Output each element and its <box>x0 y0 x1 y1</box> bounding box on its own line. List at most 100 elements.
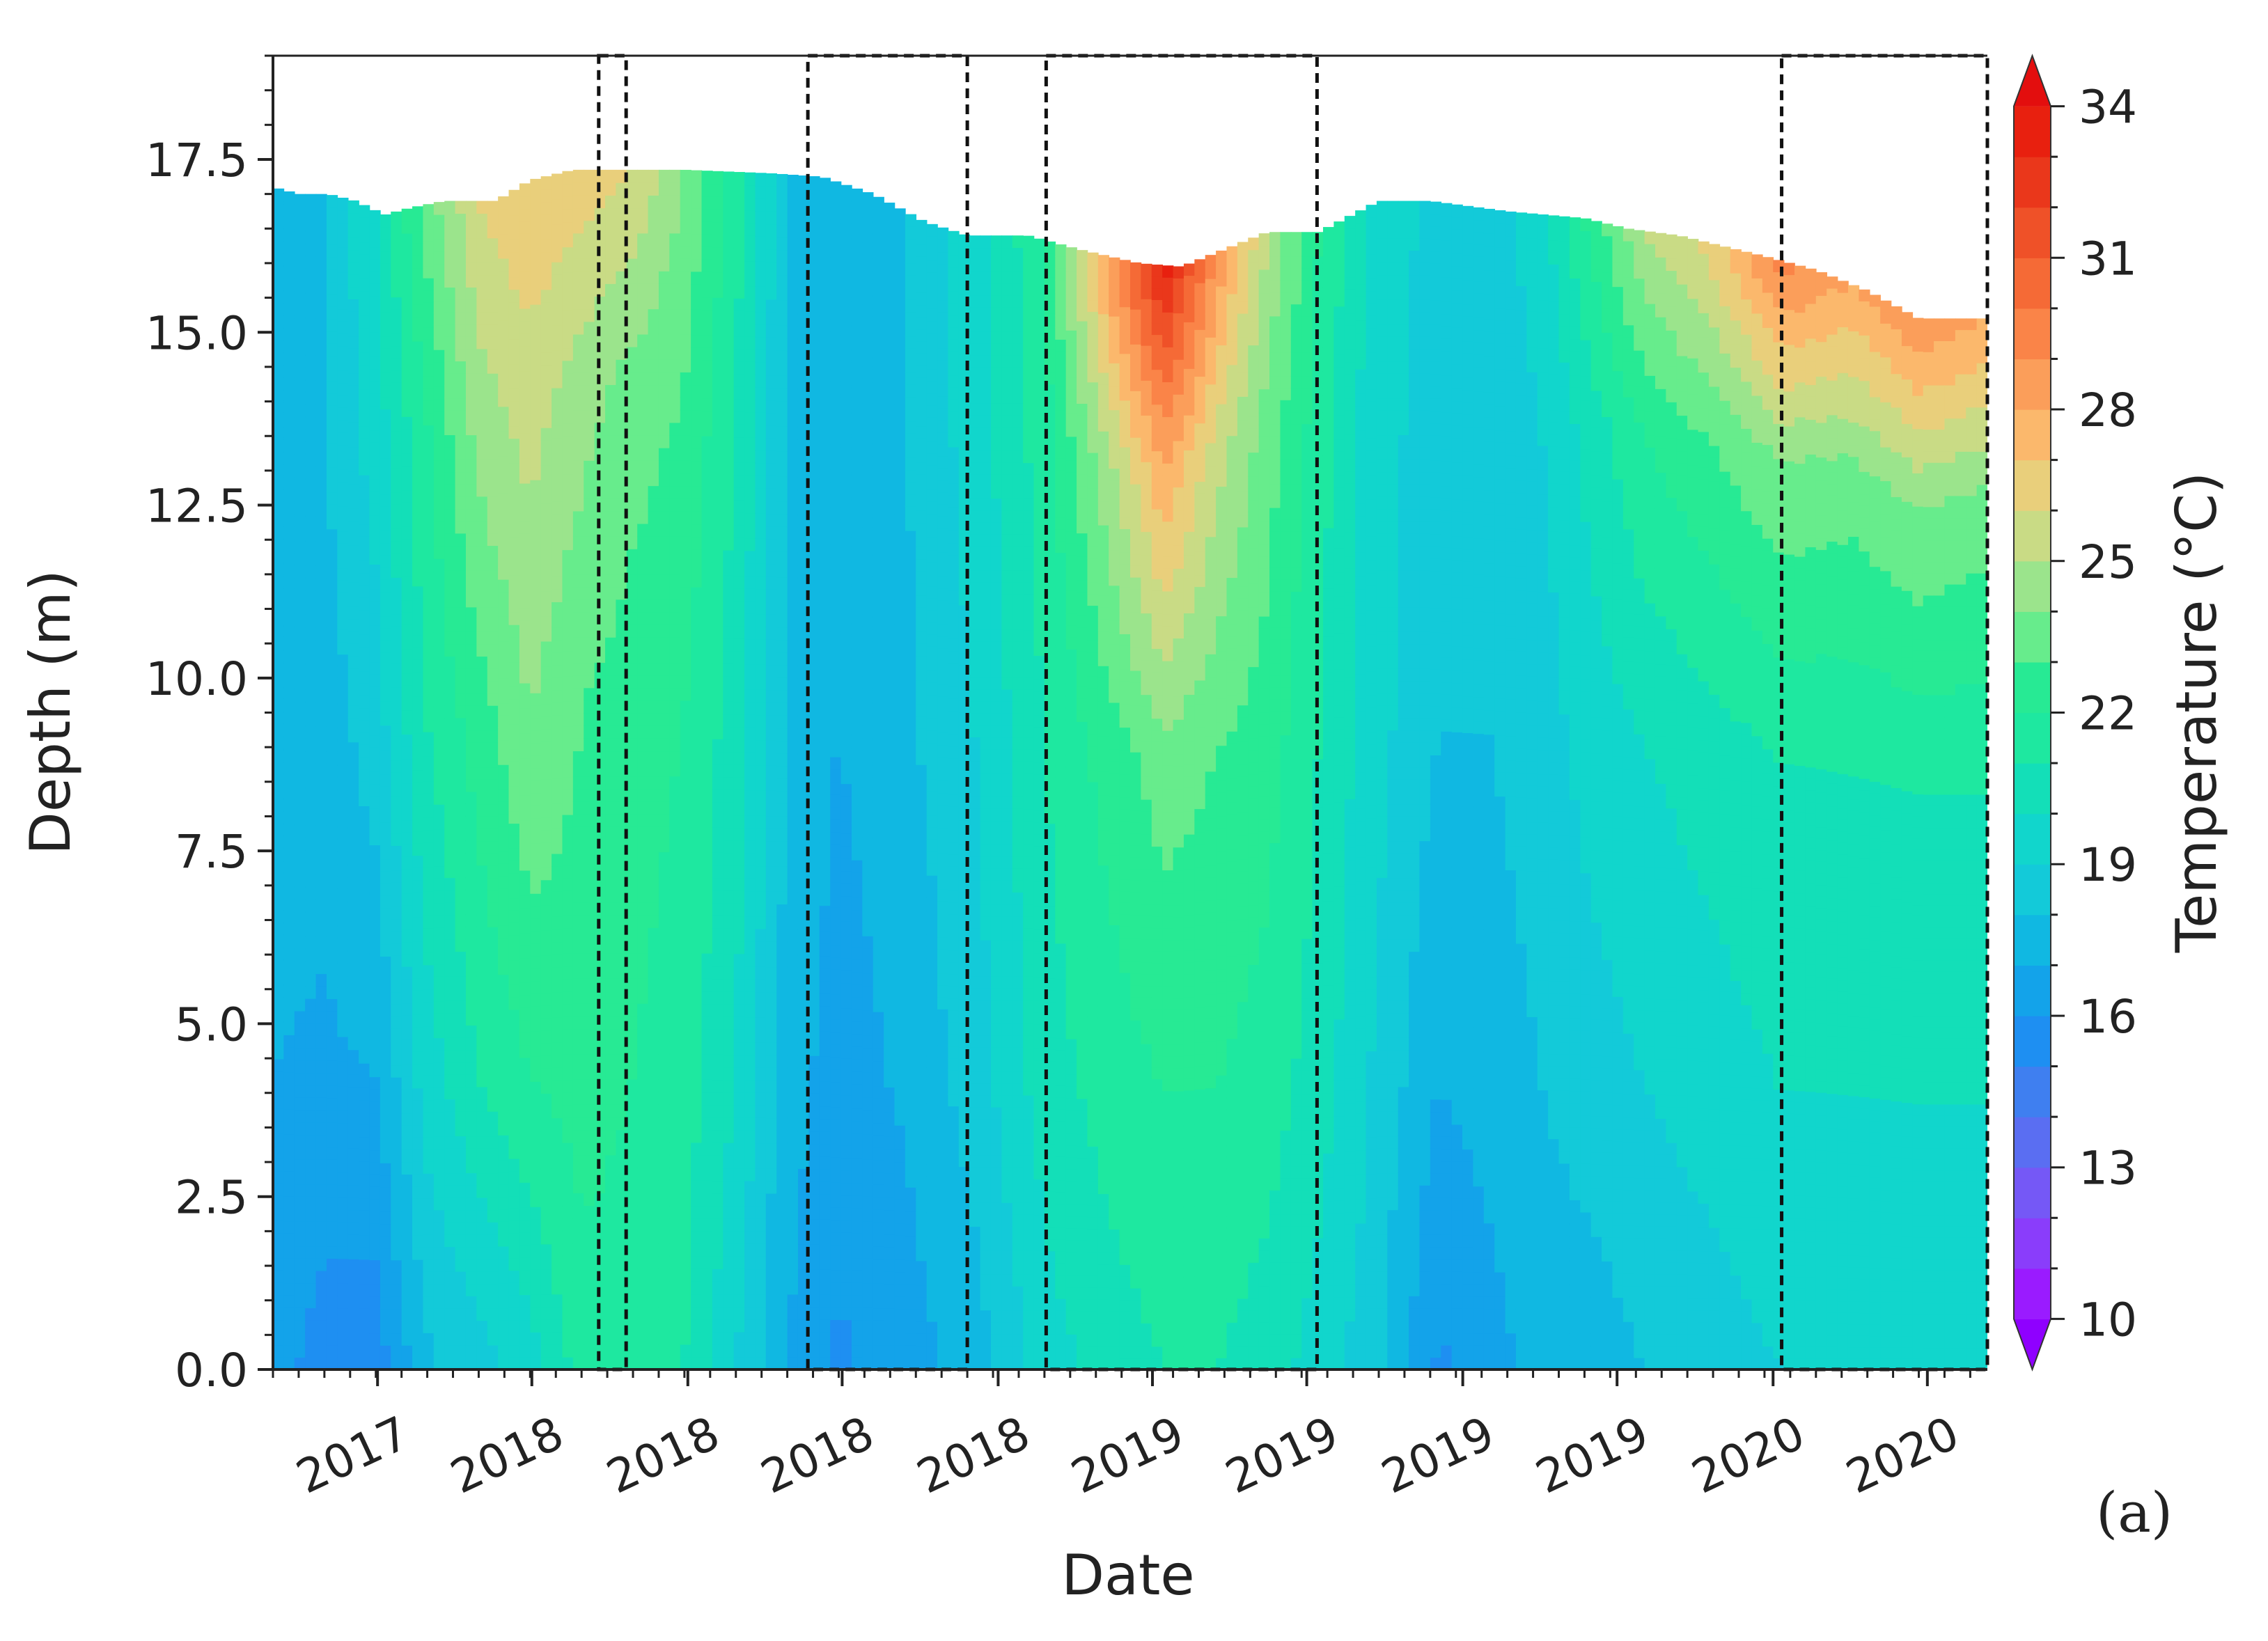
heatmap-cell <box>552 740 563 753</box>
heatmap-cell <box>326 936 338 950</box>
heatmap-cell <box>669 712 681 726</box>
heatmap-cell <box>347 483 359 496</box>
heatmap-cell <box>391 943 402 956</box>
heatmap-cell <box>444 619 456 632</box>
heatmap-cell <box>273 1071 285 1085</box>
heatmap-cell <box>808 402 820 416</box>
heatmap-cell <box>337 1308 349 1321</box>
heatmap-cell <box>584 510 595 524</box>
heatmap-cell <box>637 1306 649 1320</box>
heatmap-cell <box>391 1162 402 1175</box>
heatmap-cell <box>819 265 831 279</box>
heatmap-cell <box>755 1269 767 1282</box>
heatmap-cell <box>444 791 456 805</box>
heatmap-cell <box>723 411 735 425</box>
heatmap-cell <box>552 991 563 1005</box>
heatmap-cell <box>401 636 413 650</box>
heatmap-cell <box>530 918 542 932</box>
heatmap-cell <box>433 1271 445 1285</box>
heatmap-cell <box>465 988 478 1001</box>
heatmap-cell <box>776 212 788 226</box>
heatmap-cell <box>755 638 767 652</box>
heatmap-cell <box>691 662 703 676</box>
heatmap-cell <box>476 889 488 903</box>
heatmap-cell <box>347 249 359 263</box>
heatmap-cell <box>283 1195 295 1209</box>
heatmap-cell <box>680 1041 691 1055</box>
heatmap-cell <box>733 348 745 362</box>
heatmap-cell <box>283 1319 295 1333</box>
heatmap-cell <box>498 838 510 851</box>
heatmap-cell <box>562 498 574 512</box>
heatmap-cell <box>669 473 681 487</box>
heatmap-cell <box>637 574 649 588</box>
heatmap-cell <box>819 1106 831 1120</box>
heatmap-cell <box>744 638 756 652</box>
heatmap-cell <box>712 751 724 765</box>
heatmap-cell <box>530 1055 542 1069</box>
heatmap-cell <box>347 544 359 558</box>
heatmap-cell <box>552 1306 563 1320</box>
heatmap-cell <box>508 425 520 439</box>
heatmap-cell <box>433 1197 445 1211</box>
heatmap-cell <box>423 608 435 622</box>
heatmap-cell <box>658 498 671 512</box>
heatmap-cell <box>712 1154 724 1168</box>
heatmap-cell <box>423 1001 435 1014</box>
heatmap-cell <box>423 1099 435 1113</box>
heatmap-cell <box>476 619 488 632</box>
heatmap-cell <box>626 1230 638 1244</box>
heatmap-cell <box>712 398 724 411</box>
heatmap-cell <box>315 837 327 851</box>
heatmap-cell <box>658 1129 671 1143</box>
heatmap-cell <box>776 324 788 338</box>
heatmap-cell <box>669 182 681 196</box>
heatmap-cell <box>305 1308 317 1321</box>
heatmap-cell <box>412 647 424 660</box>
heatmap-cell <box>326 455 338 468</box>
heatmap-cell <box>701 902 713 916</box>
heatmap-cell <box>691 246 703 260</box>
heatmap-cell <box>819 880 831 894</box>
heatmap-cell <box>380 1150 392 1163</box>
heatmap-cell <box>433 1333 445 1346</box>
heatmap-cell <box>273 1357 285 1369</box>
heatmap-cell <box>787 1143 799 1156</box>
heatmap-cell <box>305 763 317 776</box>
heatmap-cell <box>294 1122 306 1136</box>
heatmap-cell <box>787 590 799 603</box>
heatmap-cell <box>391 1271 402 1285</box>
heatmap-cell <box>562 511 574 525</box>
heatmap-cell <box>315 775 327 789</box>
heatmap-cell <box>552 1016 563 1030</box>
heatmap-cell <box>744 601 756 614</box>
heatmap-cell <box>540 741 552 755</box>
heatmap-cell <box>283 848 295 862</box>
heatmap-cell <box>337 1184 349 1198</box>
heatmap-cell <box>508 251 520 265</box>
heatmap-cell <box>616 864 627 878</box>
heatmap-cell <box>498 1159 510 1173</box>
heatmap-cell <box>723 1067 735 1081</box>
heatmap-cell <box>487 1147 499 1161</box>
heatmap-cell <box>455 496 467 510</box>
heatmap-cell <box>658 915 671 928</box>
heatmap-cell <box>423 498 435 512</box>
heatmap-cell <box>669 1016 681 1030</box>
heatmap-cell <box>819 692 831 705</box>
heatmap-cell <box>401 697 413 711</box>
heatmap-cell <box>712 221 724 235</box>
heatmap-cell <box>658 447 671 461</box>
heatmap-cell <box>508 276 520 290</box>
heatmap-cell <box>712 1117 724 1131</box>
heatmap-cell <box>498 789 510 802</box>
heatmap-cell <box>283 824 295 837</box>
heatmap-cell <box>401 1259 413 1273</box>
heatmap-cell <box>305 256 317 269</box>
heatmap-cell <box>755 1218 767 1232</box>
heatmap-cell <box>519 470 531 484</box>
heatmap-cell <box>819 918 831 932</box>
heatmap-cell <box>369 723 381 736</box>
heatmap-cell <box>765 1218 778 1232</box>
heatmap-cell <box>626 321 638 335</box>
